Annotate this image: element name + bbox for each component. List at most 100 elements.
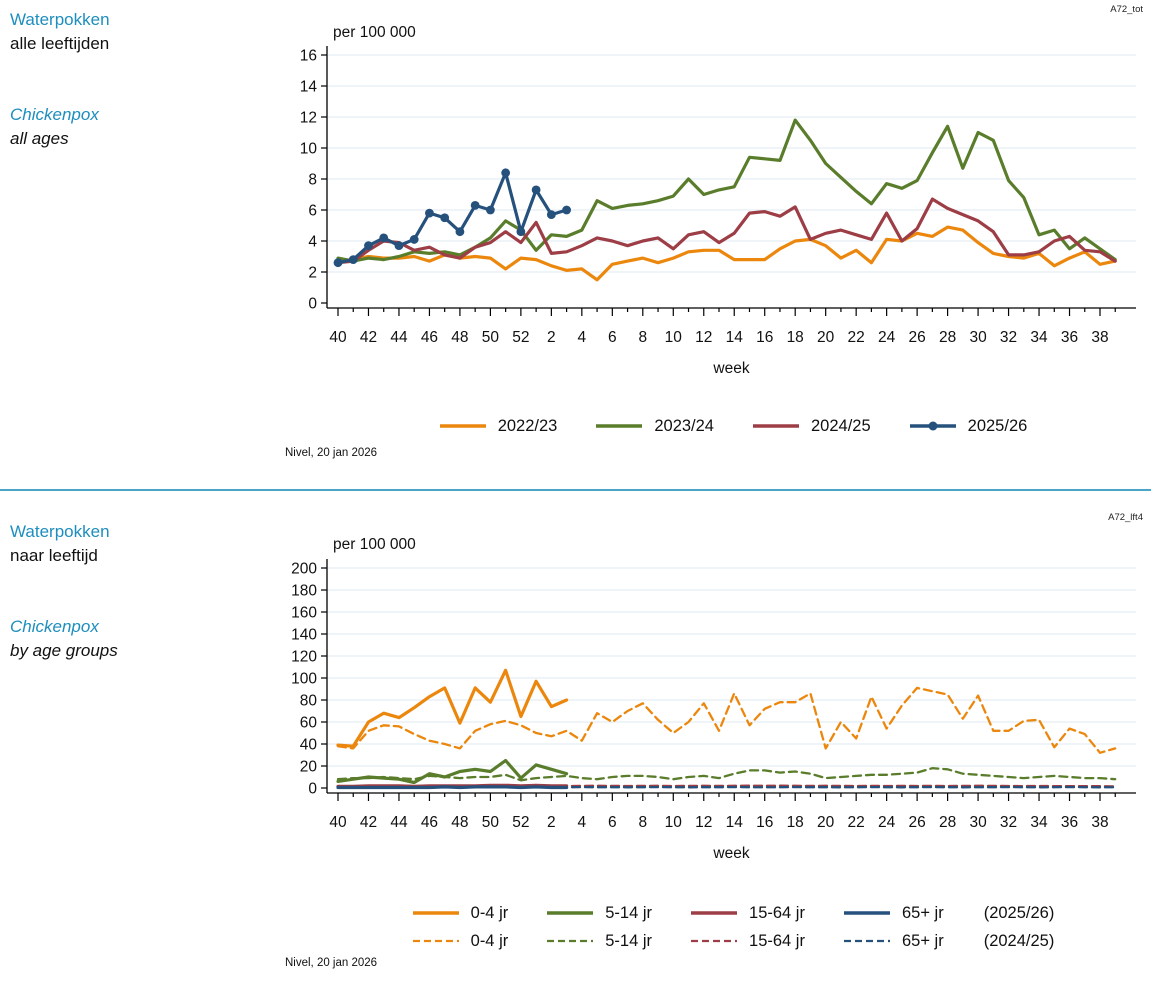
x-tick-label: 40 xyxy=(329,329,347,346)
x-tick-label: 8 xyxy=(638,329,647,346)
legend-swatch-dashed xyxy=(691,939,738,943)
series-line-5-14-jr-dashed xyxy=(336,767,1117,782)
series-line-0-4-jr-dashed xyxy=(336,686,1117,754)
panel2-subtitle-en: by age groups xyxy=(10,641,118,660)
legend-entry: 15-64 jr xyxy=(690,932,805,951)
legend-entry: 65+ jr xyxy=(843,904,944,923)
legend-label: 0-4 jr xyxy=(470,931,509,950)
panel2-corner-code: A72_lft4 xyxy=(1108,512,1143,523)
panel2-title-en: Chickenpox xyxy=(10,617,99,636)
x-axis-title: week xyxy=(712,360,749,377)
x-tick-label: 4 xyxy=(578,814,587,831)
y-tick-label: 140 xyxy=(291,627,317,644)
x-tick-label: 36 xyxy=(1061,814,1078,831)
x-tick-label: 30 xyxy=(969,814,987,831)
legend-label: 5-14 jr xyxy=(605,931,653,950)
x-tick-label: 34 xyxy=(1030,814,1048,831)
series-marker xyxy=(501,168,511,178)
x-tick-label: 32 xyxy=(1000,814,1017,831)
x-tick-label: 14 xyxy=(726,814,744,831)
y-tick-label: 4 xyxy=(308,234,317,251)
x-tick-label: 18 xyxy=(787,329,804,346)
x-tick-label: 8 xyxy=(638,814,647,831)
y-tick-label: 200 xyxy=(291,561,317,578)
legend-swatch-solid xyxy=(843,911,890,915)
y-tick-label: 40 xyxy=(300,737,318,754)
y-tick-label: 160 xyxy=(291,605,317,622)
legend-swatch-dashed xyxy=(547,939,594,943)
panel2-source-note: Nivel, 20 jan 2026 xyxy=(285,957,378,969)
y-tick-label: 120 xyxy=(291,649,317,666)
x-tick-label: 16 xyxy=(756,814,773,831)
x-tick-label: 50 xyxy=(482,329,500,346)
x-tick-label: 28 xyxy=(939,329,956,346)
legend-entry: 2024/25 xyxy=(752,417,871,436)
series-marker xyxy=(409,235,419,244)
x-tick-label: 26 xyxy=(908,814,925,831)
legend-swatch-solid xyxy=(753,424,799,428)
legend-label: 2023/24 xyxy=(654,416,714,435)
y-tick-label: 12 xyxy=(300,110,317,127)
x-tick-label: 10 xyxy=(665,329,683,346)
x-tick-label: 50 xyxy=(482,814,500,831)
y-tick-label: 0 xyxy=(308,781,317,798)
panel1-subtitle-nl: alle leeftijden xyxy=(10,34,110,53)
series-marker xyxy=(440,213,450,223)
x-tick-label: 24 xyxy=(878,329,896,346)
legend-all-ages: 2022/23 2023/24 2024/25 2025/26 xyxy=(327,412,1139,440)
series-marker xyxy=(562,205,571,215)
x-tick-label: 34 xyxy=(1030,329,1048,346)
x-tick-label: 2 xyxy=(547,814,556,831)
legend-swatch-solid xyxy=(596,424,643,428)
series-marker xyxy=(379,233,389,243)
x-tick-label: 48 xyxy=(451,329,468,346)
x-tick-label: 52 xyxy=(512,329,529,346)
x-tick-label: 30 xyxy=(969,329,987,346)
series-marker xyxy=(546,210,556,220)
x-tick-label: 4 xyxy=(578,329,587,346)
y-tick-label: 20 xyxy=(300,759,318,776)
series-marker xyxy=(348,255,358,264)
y-tick-label: 60 xyxy=(300,715,318,732)
legend-entry: 65+ jr xyxy=(843,932,944,951)
legend-entry: 5-14 jr xyxy=(546,932,652,951)
legend-swatch-solid xyxy=(412,911,459,915)
legend-label: 65+ jr xyxy=(901,903,944,922)
x-tick-label: 46 xyxy=(421,814,438,831)
panel1-title-en: Chickenpox xyxy=(10,105,99,124)
x-tick-label: 36 xyxy=(1061,329,1078,346)
series-line-2022-23-solid xyxy=(336,225,1117,282)
legend-entry: 5-14 jr xyxy=(546,904,652,923)
panel1-subtitle-en: all ages xyxy=(10,129,69,148)
panel1-corner-code: A72_tot xyxy=(1110,4,1143,15)
y-tick-label: 16 xyxy=(300,48,317,65)
y-tick-label: 2 xyxy=(308,265,317,282)
legend-entry: 15-64 jr xyxy=(690,904,805,923)
legend-swatch-solid xyxy=(909,421,956,431)
x-tick-label: 10 xyxy=(665,814,683,831)
x-tick-label: 32 xyxy=(1000,329,1017,346)
x-tick-label: 38 xyxy=(1091,329,1108,346)
x-tick-label: 2 xyxy=(547,329,556,346)
x-tick-label: 28 xyxy=(939,814,956,831)
legend-label: 5-14 jr xyxy=(605,903,653,922)
legend-label: 15-64 jr xyxy=(749,931,805,950)
panel2-subtitle-nl: naar leeftijd xyxy=(10,546,98,565)
y-tick-label: 10 xyxy=(300,141,318,158)
x-tick-label: 12 xyxy=(695,814,712,831)
y-axis-title: per 100 000 xyxy=(333,24,416,41)
x-tick-label: 16 xyxy=(756,329,773,346)
x-tick-label: 12 xyxy=(695,329,712,346)
series-marker xyxy=(516,227,526,237)
x-tick-label: 14 xyxy=(726,329,744,346)
x-tick-label: 24 xyxy=(878,814,896,831)
legend-label: 15-64 jr xyxy=(749,903,805,922)
series-marker xyxy=(455,227,465,237)
panel1-source-note: Nivel, 20 jan 2026 xyxy=(285,447,378,459)
legend-swatch-dashed xyxy=(843,939,890,943)
legend-swatch-dashed xyxy=(412,939,459,943)
x-tick-label: 52 xyxy=(512,814,529,831)
x-tick-label: 26 xyxy=(908,329,925,346)
y-tick-label: 8 xyxy=(308,172,317,189)
